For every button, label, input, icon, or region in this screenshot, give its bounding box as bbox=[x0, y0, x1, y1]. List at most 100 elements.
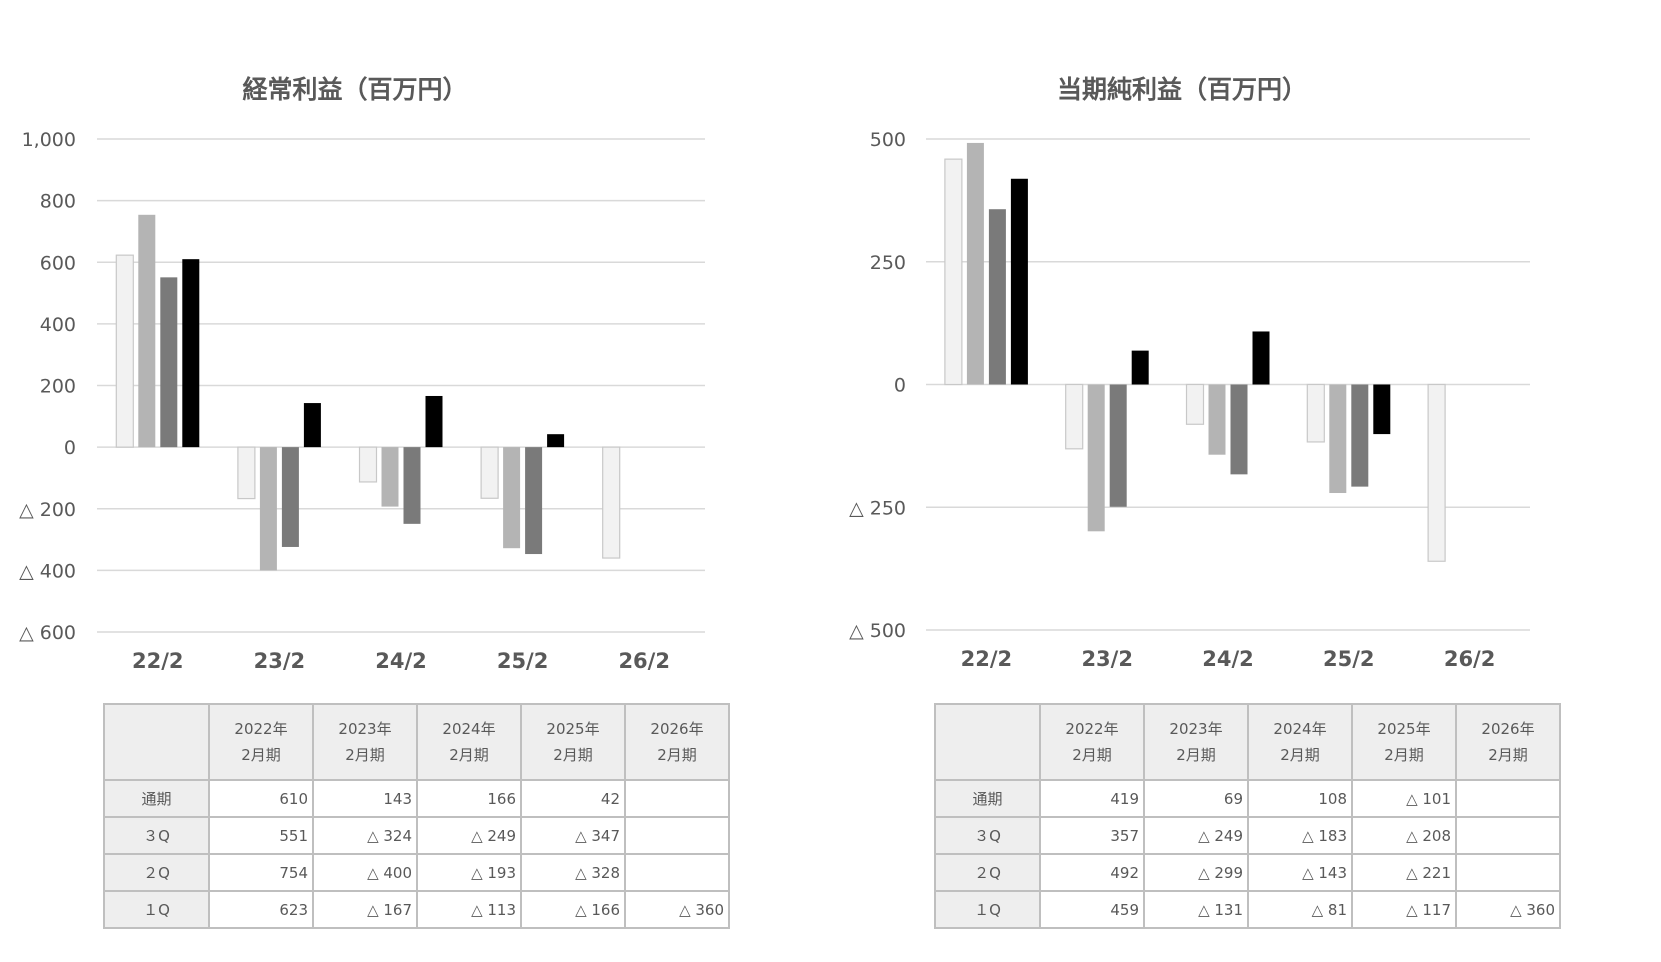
table-cell: 108 bbox=[1247, 779, 1353, 818]
y-tick-label: △ 200 bbox=[19, 499, 76, 521]
table-cell: △ 166 bbox=[520, 890, 626, 929]
row-label: ２Q bbox=[103, 853, 210, 892]
table-cell: △ 101 bbox=[1351, 779, 1457, 818]
column-header: 2022年 2月期 bbox=[208, 703, 314, 781]
table-cell: △ 400 bbox=[312, 853, 418, 892]
table-cell: △ 328 bbox=[520, 853, 626, 892]
x-tick-label: 26/2 bbox=[618, 649, 670, 673]
y-tick-label: 500 bbox=[870, 129, 906, 151]
row-label: 通期 bbox=[934, 779, 1041, 818]
bar bbox=[1109, 384, 1127, 507]
row-label: １Q bbox=[103, 890, 210, 929]
table-cell: △ 131 bbox=[1143, 890, 1249, 929]
chart-title: 経常利益（百万円） bbox=[242, 75, 467, 104]
x-tick-label: 22/2 bbox=[961, 647, 1013, 671]
bar bbox=[988, 209, 1006, 385]
table-header-row: 2022年 2月期 2023年 2月期 2024年 2月期 2025年 2月期 2026… bbox=[103, 703, 730, 781]
bar bbox=[1329, 384, 1347, 494]
table-row: ２Q 492 △ 299 △ 143 △ 221 bbox=[934, 853, 1561, 892]
table-cell: 551 bbox=[208, 816, 314, 855]
table-cell: △ 249 bbox=[1143, 816, 1249, 855]
ordinary-income-chart: 経常利益（百万円） 1,000 800 600 400 200 0 △ 200 △ 400 △ 6… bbox=[19, 75, 705, 673]
x-tick-label: 22/2 bbox=[132, 649, 184, 673]
column-header: 2025年 2月期 bbox=[1351, 703, 1457, 781]
bar bbox=[547, 434, 565, 448]
table-cell bbox=[1455, 853, 1561, 892]
x-tick-label: 25/2 bbox=[1323, 647, 1375, 671]
table-cell: 459 bbox=[1039, 890, 1145, 929]
y-tick-label: 0 bbox=[64, 437, 76, 459]
y-tick-label: △ 400 bbox=[19, 560, 76, 582]
table-cell: △ 143 bbox=[1247, 853, 1353, 892]
table-cell: △ 167 bbox=[312, 890, 418, 929]
table-cell: 69 bbox=[1143, 779, 1249, 818]
y-tick-label: △ 600 bbox=[19, 622, 76, 644]
bar bbox=[1427, 383, 1446, 562]
bar bbox=[403, 447, 421, 524]
bar bbox=[1208, 384, 1226, 455]
table-cell: △ 113 bbox=[416, 890, 522, 929]
x-tick-label: 23/2 bbox=[1081, 647, 1133, 671]
y-tick-label: 400 bbox=[40, 314, 76, 336]
table-cell: 357 bbox=[1039, 816, 1145, 855]
table-cell: △ 117 bbox=[1351, 890, 1457, 929]
bar bbox=[602, 446, 621, 559]
table-cell: 754 bbox=[208, 853, 314, 892]
bar bbox=[182, 259, 200, 448]
row-label: ３Q bbox=[103, 816, 210, 855]
table-cell bbox=[624, 816, 730, 855]
row-label: １Q bbox=[934, 890, 1041, 929]
table-cell: △ 360 bbox=[624, 890, 730, 929]
bar bbox=[1306, 383, 1325, 443]
bar bbox=[944, 158, 963, 386]
bar bbox=[1087, 384, 1105, 532]
table-cell: △ 324 bbox=[312, 816, 418, 855]
bar bbox=[1351, 384, 1369, 487]
bar bbox=[303, 403, 321, 448]
table-row: ３Q 551 △ 324 △ 249 △ 347 bbox=[103, 816, 730, 855]
column-header: 2023年 2月期 bbox=[312, 703, 418, 781]
x-tick-label: 23/2 bbox=[254, 649, 306, 673]
table-header-row: 2022年 2月期 2023年 2月期 2024年 2月期 2025年 2月期 2026… bbox=[934, 703, 1561, 781]
net-income-panel: 当期純利益（百万円） 500 250 0 △ 250 △ 500 22/2 23/2 24/2 2… bbox=[830, 0, 1661, 962]
table-row: 通期 610 143 166 42 bbox=[103, 779, 730, 818]
ordinary-income-table: 2022年 2月期 2023年 2月期 2024年 2月期 2025年 2月期 2026… bbox=[103, 703, 730, 929]
row-label: ２Q bbox=[934, 853, 1041, 892]
column-header: 2024年 2月期 bbox=[416, 703, 522, 781]
x-tick-label: 26/2 bbox=[1444, 647, 1496, 671]
bar bbox=[281, 447, 299, 547]
table-row: １Q 623 △ 167 △ 113 △ 166 △ 360 bbox=[103, 890, 730, 929]
y-tick-label: 600 bbox=[40, 252, 76, 274]
bar bbox=[358, 446, 378, 483]
table-cell: △ 360 bbox=[1455, 890, 1561, 929]
chart-title: 当期純利益（百万円） bbox=[1057, 75, 1307, 104]
table-cell: 419 bbox=[1039, 779, 1145, 818]
table-row: １Q 459 △ 131 △ 81 △ 117 △ 360 bbox=[934, 890, 1561, 929]
table-cell bbox=[624, 779, 730, 818]
bar bbox=[425, 395, 443, 448]
table-row: ３Q 357 △ 249 △ 183 △ 208 bbox=[934, 816, 1561, 855]
bar bbox=[237, 446, 256, 500]
y-tick-label: 1,000 bbox=[22, 129, 76, 151]
y-tick-label: 800 bbox=[40, 191, 76, 213]
table-cell bbox=[624, 853, 730, 892]
bar bbox=[1230, 384, 1248, 475]
table-cell: △ 183 bbox=[1247, 816, 1353, 855]
table-cell: △ 221 bbox=[1351, 853, 1457, 892]
y-tick-label: △ 500 bbox=[849, 620, 906, 642]
column-header: 2026年 2月期 bbox=[624, 703, 730, 781]
bar bbox=[525, 447, 543, 555]
ordinary-income-panel: 経常利益（百万円） 1,000 800 600 400 200 0 △ 200 △ 400 △ 6… bbox=[0, 0, 830, 962]
column-header: 2022年 2月期 bbox=[1039, 703, 1145, 781]
bar bbox=[381, 447, 399, 507]
bar bbox=[1373, 384, 1391, 435]
table-row: 通期 419 69 108 △ 101 bbox=[934, 779, 1561, 818]
table-cell bbox=[1455, 816, 1561, 855]
table-cell: △ 193 bbox=[416, 853, 522, 892]
column-header: 2024年 2月期 bbox=[1247, 703, 1353, 781]
table-corner-cell bbox=[103, 703, 210, 781]
row-label: 通期 bbox=[103, 779, 210, 818]
table-cell: △ 347 bbox=[520, 816, 626, 855]
table-cell bbox=[1455, 779, 1561, 818]
bar bbox=[1131, 350, 1149, 385]
